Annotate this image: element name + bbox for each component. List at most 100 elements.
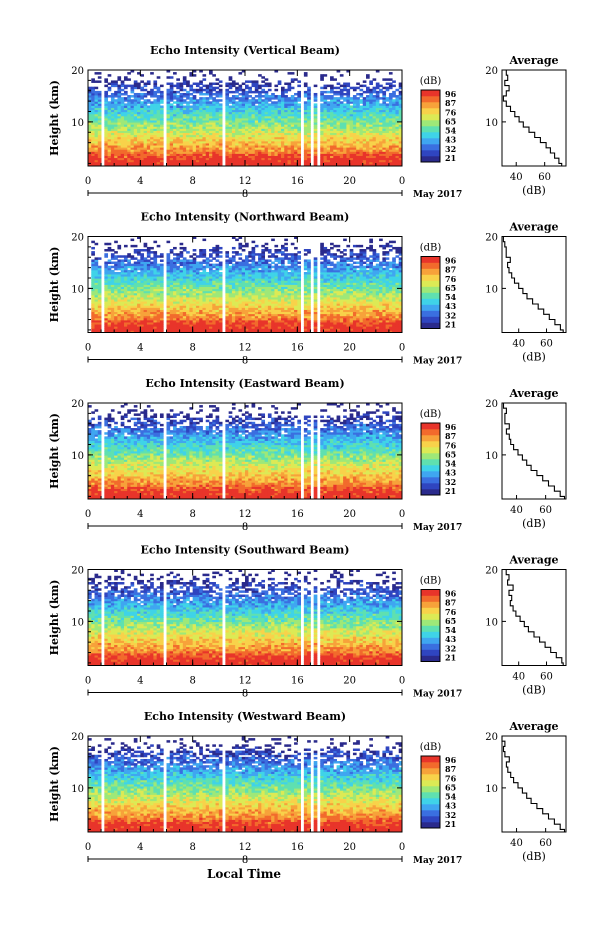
heatmap-cell [193, 95, 197, 97]
heatmap-cell [150, 247, 154, 249]
heatmap-cell [212, 257, 216, 259]
heatmap-cell [366, 74, 370, 76]
heatmap-cell [238, 93, 242, 95]
heatmap-cell [373, 87, 377, 89]
heatmap-cell [124, 245, 128, 247]
heatmap-cell [160, 105, 164, 107]
heatmap-cell [314, 93, 318, 95]
heatmap-cell [212, 83, 216, 85]
heatmap-cell [95, 243, 99, 245]
heatmap-cell [88, 87, 92, 89]
heatmap-cell [157, 264, 161, 266]
heatmap-cell [202, 74, 206, 76]
heatmap-cell [95, 87, 99, 89]
heatmap-cell [91, 251, 95, 253]
heatmap-cell [150, 257, 154, 259]
heatmap-cell [104, 78, 108, 80]
heatmap-cell [111, 270, 115, 272]
heatmap-cell [278, 95, 282, 97]
heatmap-cell [284, 83, 288, 85]
heatmap-cell [193, 249, 197, 251]
heatmap-cell [167, 241, 171, 243]
heatmap-cell [180, 247, 184, 249]
heatmap-cell [114, 241, 118, 243]
heatmap-cell [199, 87, 203, 89]
heatmap-cell [131, 264, 135, 266]
heatmap-cell [340, 85, 344, 87]
heatmap-cell [216, 87, 220, 89]
heatmap-cell [343, 83, 347, 85]
heatmap-cell [121, 97, 125, 99]
heatmap-cell [183, 93, 187, 95]
heatmap-cell [206, 257, 210, 259]
heatmap-cell [176, 95, 180, 97]
colorbar-unit: (dB) [420, 76, 442, 87]
heatmap-cell [373, 78, 377, 80]
x-tick-label: 8 [189, 176, 195, 187]
heatmap-cell [98, 72, 102, 74]
heatmap-cell [153, 80, 157, 82]
heatmap-cell [389, 93, 393, 95]
heatmap-cell [98, 257, 102, 259]
heatmap-cell [144, 99, 148, 101]
heatmap-cell [196, 83, 200, 85]
heatmap-cell [261, 89, 265, 91]
heatmap-cell [225, 259, 229, 261]
heatmap-cell [386, 97, 390, 99]
heatmap-cell [199, 80, 203, 82]
profile-x-label: (dB) [522, 184, 546, 197]
heatmap-cell [157, 76, 161, 78]
heatmap-cell [209, 249, 213, 251]
heatmap-cell [121, 80, 125, 82]
heatmap-cell [193, 89, 197, 91]
heatmap-cell [202, 85, 206, 87]
heatmap-cell [170, 103, 174, 105]
heatmap-cell [108, 83, 112, 85]
heatmap-cell [144, 89, 148, 91]
heatmap-cell [124, 76, 128, 78]
heatmap-cell [160, 253, 164, 255]
heatmap-cell [353, 95, 357, 97]
heatmap-cell [183, 105, 187, 107]
heatmap-cell [340, 101, 344, 103]
heatmap-cell [212, 93, 216, 95]
heatmap-cell [216, 99, 220, 101]
heatmap-cell [216, 78, 220, 80]
heatmap-cell [255, 99, 259, 101]
heatmap-cell [320, 103, 324, 105]
profile-y-tick-label: 20 [485, 66, 498, 77]
heatmap-cell [379, 85, 383, 87]
heatmap-cell [131, 255, 135, 257]
heatmap-cell [108, 243, 112, 245]
heatmap-cell [382, 87, 386, 89]
heatmap-cell [359, 93, 363, 95]
heatmap-cell [235, 83, 239, 85]
heatmap-cell [288, 83, 292, 85]
heatmap-cell [176, 91, 180, 93]
heatmap-cell [252, 91, 256, 93]
heatmap-cell [140, 249, 144, 251]
heatmap-cell [140, 93, 144, 95]
heatmap-cell [337, 83, 341, 85]
heatmap-cell [189, 93, 193, 95]
heatmap-cell [229, 83, 233, 85]
heatmap-cell [160, 91, 164, 93]
heatmap-cell [202, 89, 206, 91]
heatmap-cell [274, 95, 278, 97]
heatmap-cell [232, 91, 236, 93]
heatmap-cell [134, 257, 138, 259]
heatmap-cell [183, 76, 187, 78]
heatmap-cell [395, 95, 399, 97]
heatmap-cell [167, 83, 171, 85]
heatmap-cell [333, 87, 337, 89]
heatmap-cell [140, 253, 144, 255]
heatmap-cell [294, 78, 298, 80]
x-tick-label: 16 [291, 176, 304, 187]
heatmap-cell [363, 97, 367, 99]
heatmap-cell [108, 95, 112, 97]
heatmap-cell [337, 87, 341, 89]
heatmap-cell [121, 259, 125, 261]
heatmap-cell [95, 257, 99, 259]
profile-line [503, 70, 561, 166]
profile-x-tick-label: 40 [510, 172, 523, 183]
